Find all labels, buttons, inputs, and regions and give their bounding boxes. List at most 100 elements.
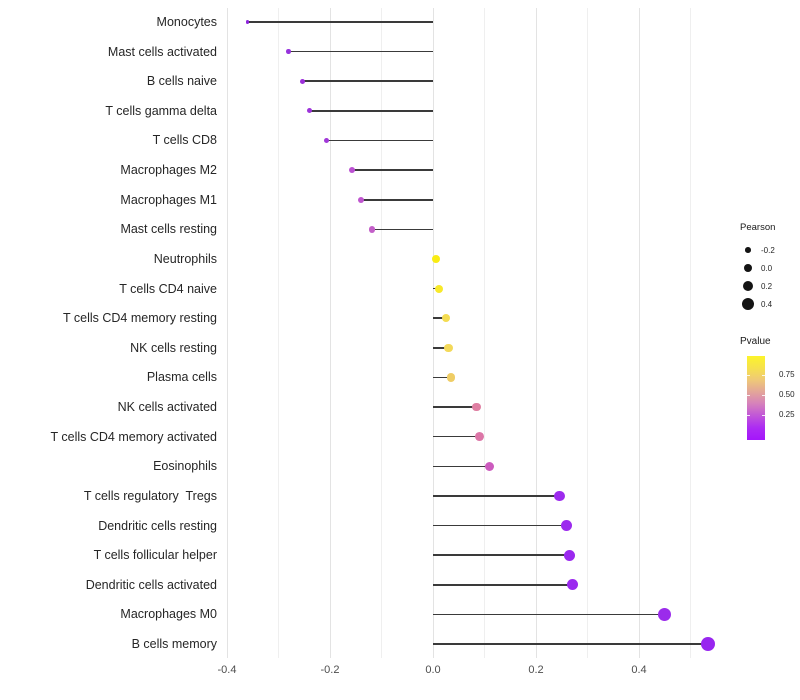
data-point [431, 254, 440, 263]
lollipop-stem [433, 347, 449, 349]
lollipop-stem [433, 435, 480, 438]
data-point [357, 196, 365, 203]
pearson-legend-item: 0.2 [740, 277, 800, 295]
y-axis-label: T cells gamma delta [105, 103, 217, 118]
y-axis-label: T cells follicular helper [93, 548, 217, 563]
data-point [245, 20, 250, 24]
y-axis-label: T cells regulatory Tregs [83, 488, 217, 503]
legend-size-label: 0.0 [761, 263, 773, 273]
legend-size-dot-icon [744, 264, 752, 272]
lollipop-stem [433, 583, 573, 586]
x-axis-tick-label: 0.0 [425, 664, 441, 676]
x-axis-tick-label: -0.4 [217, 664, 237, 676]
y-axis-label: T cells CD4 memory activated [50, 429, 218, 444]
data-point [368, 226, 376, 233]
lollipop-stem [433, 643, 708, 645]
colorbar-tick [762, 375, 765, 376]
legend-size-dot-icon [741, 297, 755, 311]
lollipop-stem [433, 613, 665, 616]
y-axis-label: T cells CD4 memory resting [63, 311, 217, 326]
colorbar-label: 0.50 [779, 390, 795, 399]
y-axis-label: Macrophages M1 [120, 192, 217, 207]
gridline-x-0.2 [535, 8, 537, 658]
lollipop-stem [247, 21, 433, 23]
legend-size-dot-cell [740, 247, 756, 253]
colorbar-tick [762, 415, 765, 416]
y-axis-label: Macrophages M2 [120, 163, 217, 178]
data-point [472, 402, 482, 412]
legend-size-dot-cell [740, 264, 756, 272]
pvalue-legend-title: Pvalue [740, 336, 771, 347]
colorbar-label: 0.25 [779, 410, 795, 419]
pearson-legend-items: -0.2 0.0 0.2 0.4 [740, 241, 800, 313]
lollipop-stem [288, 50, 433, 53]
data-point [563, 549, 575, 561]
gridline-x--0.3 [278, 8, 279, 658]
gridline-x--0.1 [381, 8, 382, 658]
y-axis-label: Eosinophils [153, 459, 217, 474]
y-axis-label: Macrophages M0 [120, 607, 217, 622]
x-axis-tick-label: 0.4 [631, 664, 647, 676]
colorbar-tick [747, 395, 750, 396]
pearson-legend-title: Pearson [740, 222, 776, 233]
lollipop-stem [352, 169, 433, 171]
gridline-x-0.1 [484, 8, 485, 658]
colorbar-tick [762, 395, 765, 396]
gridline-x-0.4 [638, 8, 640, 658]
legend-size-dot-cell [740, 280, 756, 292]
colorbar-tick [747, 375, 750, 376]
lollipop-stem [302, 80, 433, 83]
data-point [474, 432, 484, 442]
y-axis-label: B cells memory [131, 637, 217, 652]
pearson-legend-item: -0.2 [740, 241, 800, 259]
lollipop-stem [309, 110, 433, 112]
gridline-x-0.5 [690, 8, 691, 658]
legend-size-dot-cell [740, 297, 756, 311]
legend-size-dot-icon [742, 280, 754, 292]
y-axis-label: Neutrophils [153, 251, 217, 266]
y-axis-label: B cells naive [146, 74, 217, 89]
y-axis-label: T cells CD4 naive [119, 281, 217, 296]
data-point [553, 490, 565, 502]
lollipop-stem [360, 198, 433, 201]
data-point [485, 461, 495, 471]
gridline-x--0.2 [329, 8, 331, 658]
lollipop-stem [433, 465, 490, 468]
y-axis-label: Monocytes [156, 15, 217, 29]
pvalue-colorbar: 0.75 0.50 0.25 [747, 356, 795, 440]
data-point [435, 284, 444, 293]
pearson-legend-item: 0.4 [740, 295, 800, 313]
data-point [446, 373, 456, 382]
data-point [561, 520, 573, 531]
data-point [286, 49, 292, 54]
y-axis-label: Dendritic cells activated [85, 577, 217, 592]
y-axis-label: Mast cells resting [120, 222, 217, 237]
pearson-size-legend: Pearson -0.2 0.0 0.2 0.4 [740, 222, 800, 313]
colorbar-tick [747, 415, 750, 416]
data-point [566, 579, 578, 591]
lollipop-stem [372, 228, 433, 231]
y-axis-label: T cells CD8 [152, 133, 217, 148]
y-axis-label: Mast cells activated [107, 44, 217, 59]
data-point [657, 607, 671, 621]
y-axis-label: Dendritic cells resting [98, 518, 217, 533]
lollipop-stem [433, 406, 477, 408]
x-axis-tick-label: -0.2 [320, 664, 340, 676]
y-axis-label: NK cells activated [117, 400, 217, 415]
data-point [700, 636, 716, 652]
colorbar-label: 0.75 [779, 370, 795, 379]
lollipop-stem [433, 495, 560, 497]
legend-size-label: 0.2 [761, 281, 773, 291]
data-point [349, 167, 356, 174]
gridline-x-0.3 [587, 8, 588, 658]
lollipop-stem [433, 524, 567, 527]
gridline-x-0 [432, 8, 434, 658]
legend-size-dot-icon [745, 247, 751, 253]
data-point [300, 78, 306, 84]
lollipop-stem [433, 376, 452, 379]
data-point [306, 108, 312, 114]
gridline-x--0.4 [226, 8, 228, 658]
lollipop-stem [433, 317, 446, 319]
lollipop-stem [326, 139, 433, 142]
